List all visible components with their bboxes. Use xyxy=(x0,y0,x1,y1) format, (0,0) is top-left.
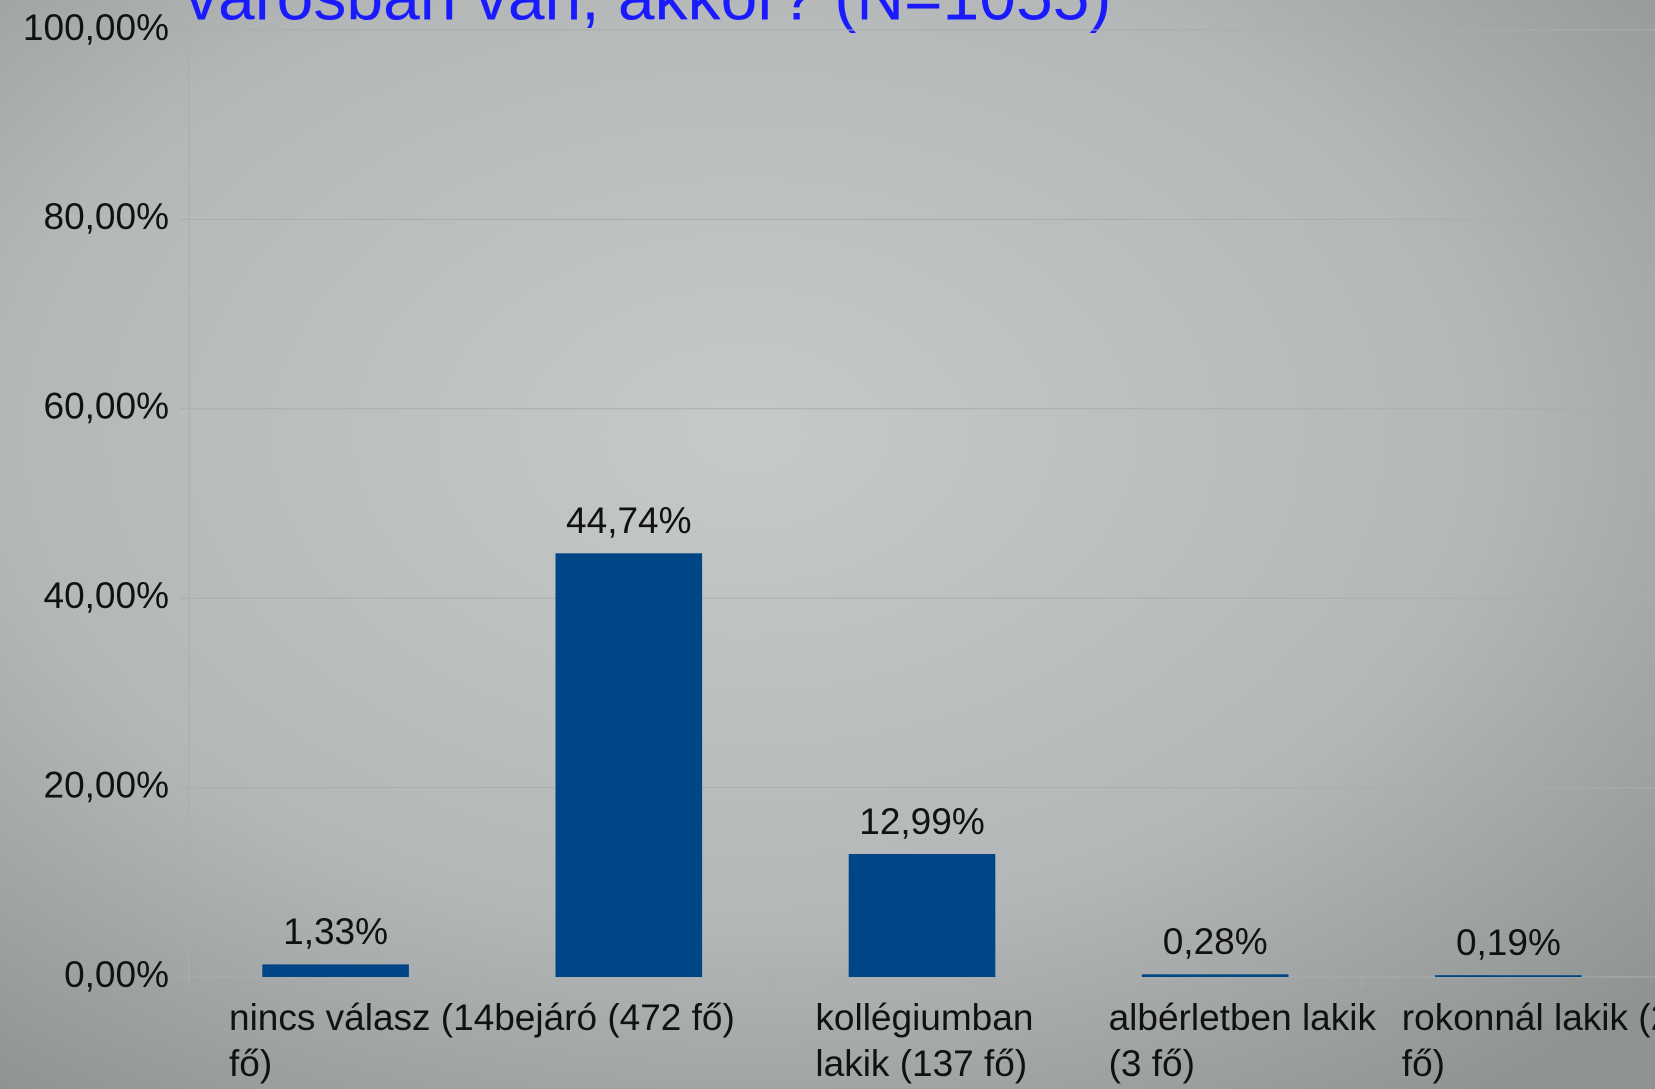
x-tick-label: albérletben lakik (3 fő) xyxy=(1109,995,1382,1087)
value-label: 1,33% xyxy=(283,911,388,952)
bar xyxy=(1142,974,1289,977)
y-tick-label: 100,00% xyxy=(23,7,169,48)
bar xyxy=(849,854,996,977)
x-tick-label: rokonnál lakik (2 fő) xyxy=(1402,995,1655,1087)
chart: városban van, akkor? (N=1055) 0,00% 20,00… xyxy=(0,0,1655,1089)
bar xyxy=(556,553,703,977)
y-tick-label: 0,00% xyxy=(64,954,169,995)
page: városban van, akkor? (N=1055) 0,00% 20,00… xyxy=(0,0,1655,1089)
value-label: 12,99% xyxy=(859,801,985,842)
value-label: 44,74% xyxy=(566,500,692,541)
y-tick-label: 20,00% xyxy=(44,764,170,805)
chart-title: városban van, akkor? (N=1055) xyxy=(185,0,1111,33)
x-tick-label: kollégiumban lakik (137 fő) xyxy=(815,995,1088,1087)
x-tick-label: bejáró (472 fő) xyxy=(494,995,807,1041)
x-tick-label: nincs válasz (14 fő) xyxy=(229,995,502,1087)
bar xyxy=(1435,975,1582,977)
value-label: 0,28% xyxy=(1163,921,1268,962)
bar xyxy=(262,964,409,977)
y-tick-label: 60,00% xyxy=(44,386,170,427)
background xyxy=(0,0,1655,1089)
y-tick-label: 80,00% xyxy=(44,196,170,237)
value-label: 0,19% xyxy=(1456,922,1561,963)
y-tick-label: 40,00% xyxy=(44,575,170,616)
